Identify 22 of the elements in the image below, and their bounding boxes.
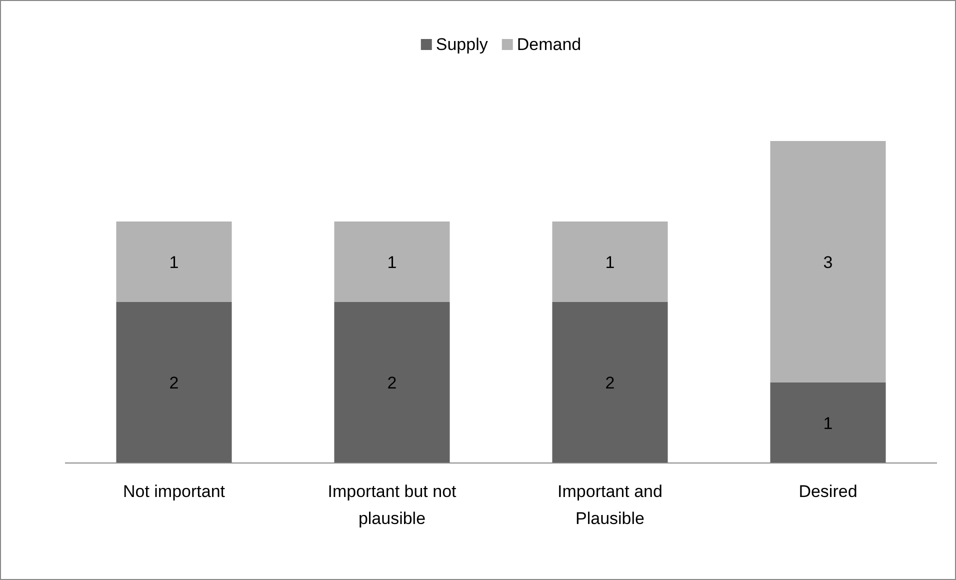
x-tick-label: Not important <box>122 482 226 501</box>
legend-label: Demand <box>516 35 582 54</box>
bar <box>552 302 668 463</box>
data-label: 1 <box>169 252 179 272</box>
x-tick-label: Important and Plausible <box>558 482 662 528</box>
data-label: 1 <box>823 414 833 433</box>
legend-label: Supply <box>436 35 488 54</box>
bar <box>770 141 886 382</box>
bar <box>116 222 232 302</box>
data-label: 1 <box>387 252 397 272</box>
data-label: 3 <box>823 252 833 272</box>
data-label: 2 <box>387 374 397 392</box>
data-label: 2 <box>605 374 615 392</box>
bar <box>552 222 668 302</box>
bar <box>770 382 886 463</box>
data-label: 1 <box>605 252 615 272</box>
bar <box>116 302 232 463</box>
data-label: 2 <box>169 374 179 392</box>
x-tick-label: Important but not plausible <box>328 482 457 528</box>
bar <box>334 222 450 302</box>
bar <box>334 302 450 463</box>
x-tick-label: Desired <box>798 482 858 501</box>
